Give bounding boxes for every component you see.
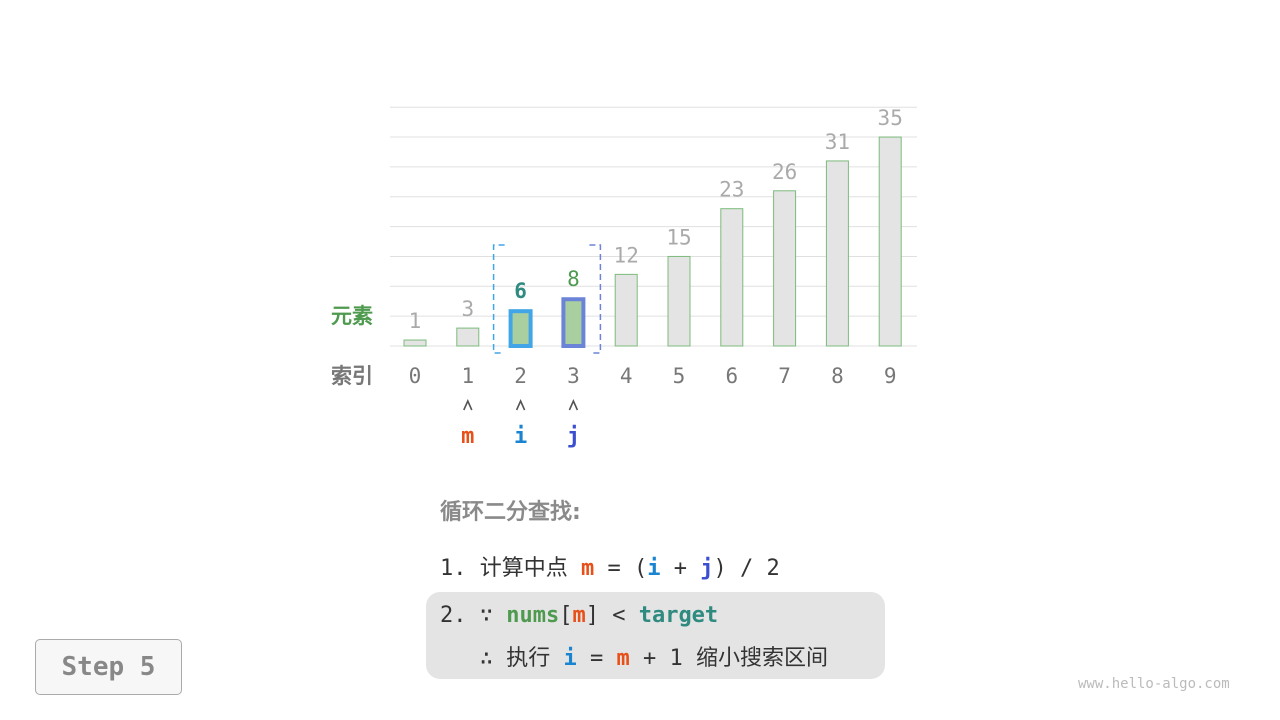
index-label-1: 1 [461,364,474,388]
index-label-2: 2 [514,364,527,388]
row-label-values: 元素 [331,304,373,328]
index-label-5: 5 [673,364,686,388]
bar-7 [773,190,797,347]
bar-8 [825,160,849,347]
step-button[interactable]: Step 5 [35,639,182,695]
value-label-2: 6 [514,279,527,303]
index-label-6: 6 [725,364,738,388]
step-1-text: 1. 计算中点 m = (i + j) / 2 [440,556,780,581]
value-label-1: 3 [461,297,474,321]
step-2-action: ∴ 执行 i = m + 1 缩小搜索区间 [440,646,828,671]
bar-3 [561,297,586,348]
index-label-8: 8 [831,364,844,388]
bar-2 [508,309,533,348]
bar-6 [720,208,744,347]
bar-0 [403,339,427,347]
value-label-3: 8 [567,267,580,291]
pointer-arrow-i [515,399,526,411]
bar-4 [614,273,638,347]
pointer-label-j: j [567,424,580,449]
value-label-5: 15 [666,225,691,249]
current-step-highlight [426,592,885,679]
step-2-condition: 2. ∵ nums[m] < target [440,603,719,628]
value-label-9: 35 [878,106,903,130]
index-label-4: 4 [620,364,633,388]
search-interval-left-bracket [492,244,505,354]
index-label-3: 3 [567,364,580,388]
pointer-arrow-j [568,399,579,411]
pointer-label-m: m [461,424,474,449]
value-label-6: 23 [719,178,744,202]
section-title: 循环二分查找: [440,500,581,525]
row-label-indices: 索引 [331,364,373,388]
search-interval-right-bracket [589,244,602,354]
index-label-0: 0 [409,364,422,388]
value-label-4: 12 [614,243,639,267]
watermark: www.hello-algo.com [1078,676,1230,692]
bar-9 [878,136,902,347]
value-label-0: 1 [409,309,422,333]
index-label-7: 7 [778,364,791,388]
value-label-7: 26 [772,160,797,184]
pointer-arrow-m [463,399,473,411]
value-label-8: 31 [825,130,850,154]
bar-1 [456,327,480,347]
bar-5 [667,255,691,347]
pointer-label-i: i [514,424,527,449]
index-label-9: 9 [884,364,897,388]
